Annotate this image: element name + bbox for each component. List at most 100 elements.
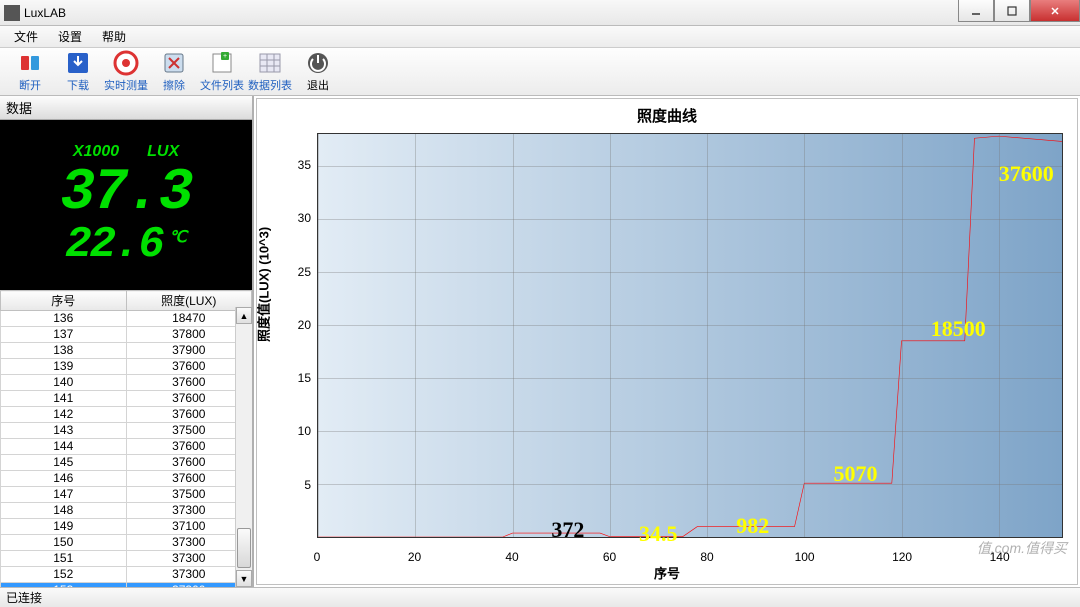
- gridline-h: [318, 219, 1062, 220]
- table-row[interactable]: 15037300: [1, 535, 252, 551]
- pane-header: 数据: [0, 96, 252, 120]
- gridline-v: [318, 134, 319, 537]
- cell-index: 152: [1, 567, 127, 583]
- lcd-unit-lux: LUX: [147, 143, 179, 161]
- table-row[interactable]: 14037600: [1, 375, 252, 391]
- grid-header-lux[interactable]: 照度(LUX): [126, 291, 252, 311]
- table-row[interactable]: 15137300: [1, 551, 252, 567]
- toolbar: 断开下载实时测量擦除 +文件列表数据列表退出: [0, 48, 1080, 96]
- ytick-label: 5: [304, 478, 311, 492]
- scroll-up-icon[interactable]: ▲: [236, 307, 252, 324]
- cell-index: 145: [1, 455, 127, 471]
- tool-datalist[interactable]: 数据列表: [246, 50, 294, 93]
- cell-index: 140: [1, 375, 127, 391]
- maximize-button[interactable]: [994, 0, 1030, 22]
- table-row[interactable]: 14237600: [1, 407, 252, 423]
- lcd-temp-unit: ℃: [169, 227, 187, 247]
- tool-download[interactable]: 下载: [54, 50, 102, 93]
- xtick-label: 20: [408, 550, 421, 564]
- statusbar: 已连接: [0, 587, 1080, 607]
- table-row[interactable]: 13937600: [1, 359, 252, 375]
- tool-filelist[interactable]: +文件列表: [198, 50, 246, 93]
- table-row[interactable]: 15237300: [1, 567, 252, 583]
- cell-lux: 37600: [126, 471, 252, 487]
- cell-index: 138: [1, 343, 127, 359]
- cell-index: 139: [1, 359, 127, 375]
- lcd-temp-row: 22.6 ℃: [65, 223, 187, 267]
- lcd-lux-value: 37.3: [60, 165, 191, 223]
- table-row[interactable]: 15337300: [1, 583, 252, 588]
- menu-help[interactable]: 帮助: [92, 28, 136, 45]
- table-row[interactable]: 14537600: [1, 455, 252, 471]
- cell-lux: 37600: [126, 439, 252, 455]
- cell-index: 144: [1, 439, 127, 455]
- table-row[interactable]: 14637600: [1, 471, 252, 487]
- grid-header-index[interactable]: 序号: [1, 291, 127, 311]
- tool-label: 数据列表: [248, 77, 292, 93]
- cell-index: 141: [1, 391, 127, 407]
- y-axis: 5101520253035: [257, 133, 315, 538]
- ytick-label: 15: [298, 371, 311, 385]
- chart-annotation: 372: [551, 517, 584, 543]
- cell-lux: 37500: [126, 423, 252, 439]
- gridline-v: [902, 134, 903, 537]
- table-row[interactable]: 14837300: [1, 503, 252, 519]
- window-buttons: [958, 0, 1080, 25]
- xtick-label: 0: [314, 550, 321, 564]
- lcd-display: X1000 LUX 37.3 22.6 ℃: [0, 120, 252, 290]
- ytick-label: 10: [298, 424, 311, 438]
- scrollbar[interactable]: ▲ ▼: [235, 307, 252, 587]
- x-axis-label: 序号: [257, 563, 1077, 582]
- scroll-down-icon[interactable]: ▼: [236, 570, 252, 587]
- scroll-track[interactable]: [236, 324, 252, 570]
- menu-file[interactable]: 文件: [4, 28, 48, 45]
- ytick-label: 20: [298, 318, 311, 332]
- minimize-button[interactable]: [958, 0, 994, 22]
- tool-exit[interactable]: 退出: [294, 50, 342, 93]
- table-row[interactable]: 14737500: [1, 487, 252, 503]
- ytick-label: 25: [298, 265, 311, 279]
- gridline-h: [318, 484, 1062, 485]
- plot-area: 37234.598250701850037600: [317, 133, 1063, 538]
- left-pane: 数据 X1000 LUX 37.3 22.6 ℃ 序号 照度(LUX) 1361…: [0, 96, 254, 587]
- tool-label: 擦除: [163, 77, 185, 93]
- table-row[interactable]: 14137600: [1, 391, 252, 407]
- xtick-label: 100: [795, 550, 815, 564]
- cell-index: 148: [1, 503, 127, 519]
- tool-disconnect[interactable]: 断开: [6, 50, 54, 93]
- table-row[interactable]: 13618470: [1, 311, 252, 327]
- table-row[interactable]: 14937100: [1, 519, 252, 535]
- cell-index: 143: [1, 423, 127, 439]
- tool-label: 下载: [67, 77, 89, 93]
- xtick-label: 40: [505, 550, 518, 564]
- chart-annotation: 34.5: [639, 521, 678, 547]
- gridline-h: [318, 378, 1062, 379]
- menu-settings[interactable]: 设置: [48, 28, 92, 45]
- cell-index: 150: [1, 535, 127, 551]
- close-button[interactable]: [1030, 0, 1080, 22]
- lcd-units: X1000 LUX: [73, 143, 179, 161]
- cell-lux: 37600: [126, 407, 252, 423]
- status-text: 已连接: [6, 589, 42, 606]
- gridline-v: [415, 134, 416, 537]
- scroll-thumb[interactable]: [237, 528, 251, 568]
- tool-realtime[interactable]: 实时测量: [102, 50, 150, 93]
- tool-erase[interactable]: 擦除: [150, 50, 198, 93]
- cell-lux: 37300: [126, 535, 252, 551]
- table-row[interactable]: 14437600: [1, 439, 252, 455]
- table-row[interactable]: 13837900: [1, 343, 252, 359]
- svg-text:+: +: [223, 53, 227, 60]
- cell-index: 136: [1, 311, 127, 327]
- chart-title: 照度曲线: [257, 99, 1077, 126]
- workspace: 数据 X1000 LUX 37.3 22.6 ℃ 序号 照度(LUX) 1361…: [0, 96, 1080, 587]
- datalist-icon: [257, 50, 283, 76]
- xtick-label: 60: [603, 550, 616, 564]
- data-grid[interactable]: 序号 照度(LUX) 13618470137378001383790013937…: [0, 290, 252, 587]
- gridline-v: [999, 134, 1000, 537]
- cell-index: 149: [1, 519, 127, 535]
- table-row[interactable]: 14337500: [1, 423, 252, 439]
- disconnect-icon: [17, 50, 43, 76]
- cell-lux: 37900: [126, 343, 252, 359]
- table-row[interactable]: 13737800: [1, 327, 252, 343]
- window-title: LuxLAB: [24, 6, 958, 20]
